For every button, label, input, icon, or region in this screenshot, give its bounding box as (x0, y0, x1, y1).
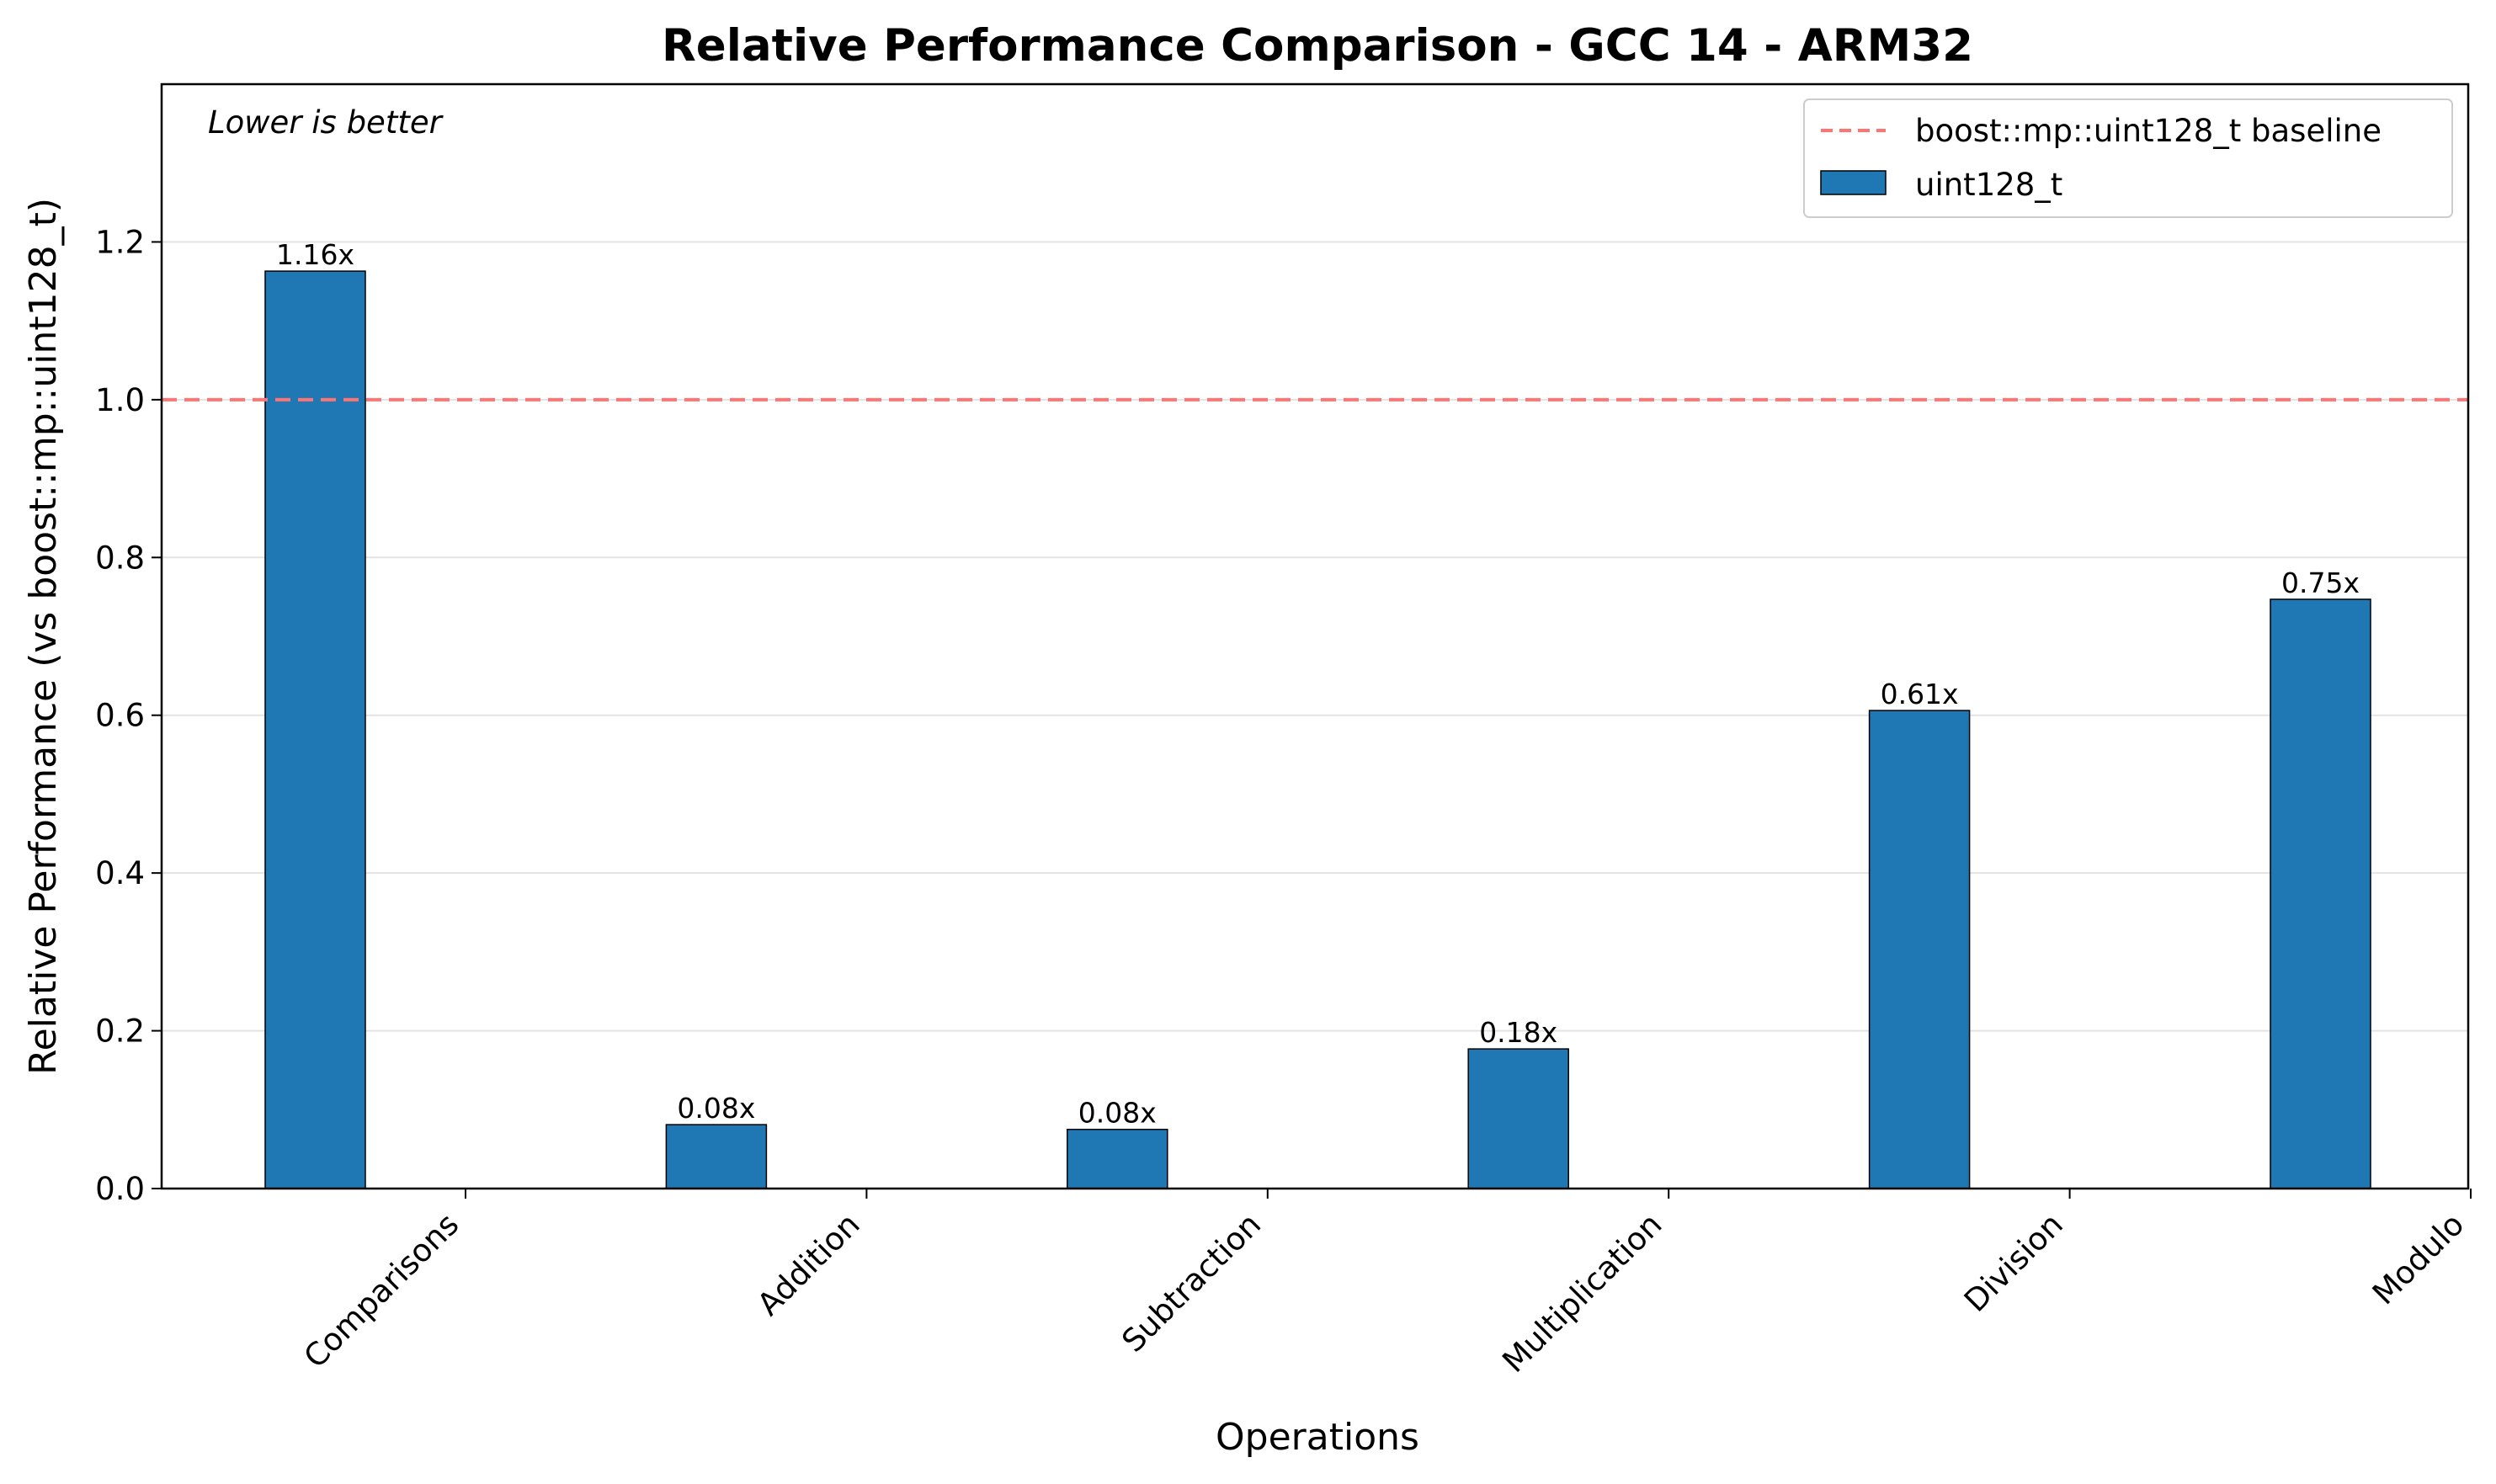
bars (264, 270, 2371, 1189)
y-tick-label: 0.6 (95, 698, 145, 734)
chart-title: Relative Performance Comparison - GCC 14… (662, 20, 1973, 72)
y-tick-label: 0.4 (95, 855, 145, 891)
legend-uint128-swatch (1820, 170, 1887, 195)
lower-is-better-note: Lower is better (208, 104, 444, 141)
bar-value-labels: 1.16x 0.08x 0.08x 0.18x 0.61x 0.75x (276, 238, 2360, 1130)
legend-baseline-label: boost::mp::uint128_t baseline (1915, 113, 2382, 149)
legend: boost::mp::uint128_t baseline uint128_t (1803, 98, 2453, 218)
bar-value-label: 0.18x (1479, 1016, 1557, 1049)
bar-comparisons (264, 270, 366, 1189)
legend-uint128-label: uint128_t (1915, 167, 2062, 203)
y-axis-label: Relative Performance (vs boost::mp::uint… (22, 198, 65, 1075)
y-tick-label: 1.0 (95, 382, 145, 418)
bar-multiplication (1467, 1048, 1569, 1189)
bar-value-label: 0.61x (1881, 678, 1959, 710)
y-gridlines (162, 241, 2468, 1189)
bar-value-label: 1.16x (276, 238, 354, 271)
bar-modulo (2270, 598, 2371, 1189)
legend-box (1803, 98, 2453, 218)
y-tick-label: 0.2 (95, 1013, 145, 1050)
bar-value-label: 0.75x (2281, 566, 2360, 599)
bar-value-label: 0.08x (677, 1092, 755, 1125)
x-axis-label: Operations (1216, 1416, 1419, 1459)
plot-frame (160, 82, 2470, 1190)
y-tick-label: 1.2 (95, 224, 145, 260)
bar-addition (665, 1124, 768, 1189)
bar-value-label: 0.08x (1078, 1097, 1157, 1130)
y-axis-ticks: 0.0 0.2 0.4 0.6 0.8 1.0 1.2 (95, 224, 162, 1207)
bar-subtraction (1067, 1128, 1168, 1189)
bar-division (1868, 710, 1971, 1189)
y-tick-label: 0.0 (95, 1171, 145, 1207)
y-tick-label: 0.8 (95, 540, 145, 576)
